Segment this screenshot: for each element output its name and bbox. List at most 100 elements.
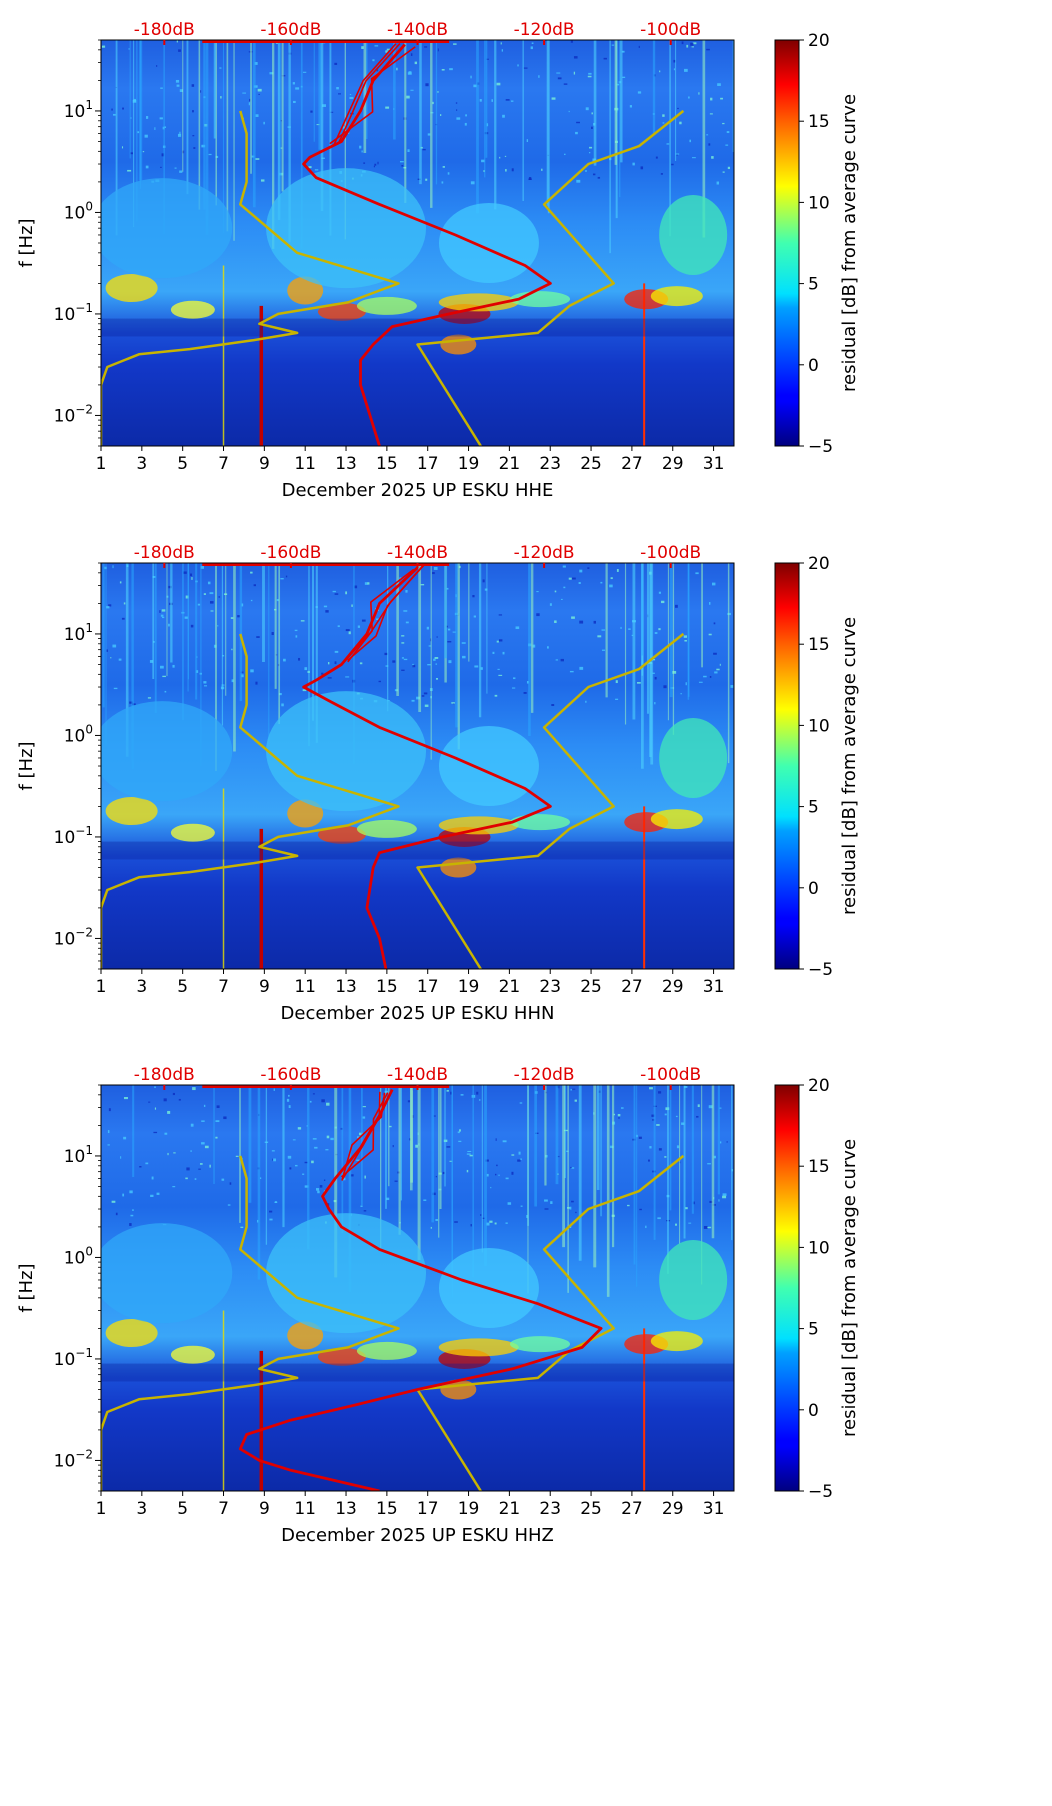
noise-speck	[403, 658, 408, 661]
noise-speck	[447, 172, 450, 175]
noise-speck	[249, 98, 251, 102]
noise-speck	[713, 1155, 717, 1159]
noise-speck	[308, 166, 312, 169]
noise-speck	[661, 600, 665, 604]
energy-blob	[510, 814, 571, 831]
noise-speck	[560, 598, 563, 600]
noise-speck	[229, 1182, 232, 1185]
noise-speck	[433, 658, 436, 661]
noise-speck	[647, 1159, 650, 1162]
noise-speck	[260, 179, 265, 182]
noise-speck	[620, 626, 622, 629]
colorbar-tick-label: −5	[808, 960, 833, 980]
noise-speck	[703, 675, 707, 678]
noise-speck	[447, 628, 451, 631]
noise-speck	[360, 1205, 363, 1207]
noise-speck	[637, 91, 642, 94]
noise-speck	[160, 665, 164, 669]
noise-speck	[428, 645, 432, 647]
noise-speck	[675, 153, 680, 155]
noise-speck	[203, 593, 206, 595]
noise-speck	[572, 577, 576, 580]
noise-speck	[551, 97, 556, 100]
average-curve-spread	[332, 43, 397, 147]
x-tick-label: 5	[177, 977, 188, 997]
noise-speck	[627, 1204, 630, 1207]
noise-speck	[486, 123, 489, 127]
noise-speck	[209, 592, 214, 595]
noise-speck	[130, 117, 132, 119]
noise-speck	[128, 48, 130, 50]
noise-speck	[575, 1211, 577, 1214]
noise-speck	[359, 662, 363, 665]
noise-speck	[654, 702, 656, 705]
noise-speck	[703, 1225, 708, 1229]
noise-speck	[591, 126, 593, 129]
noise-speck	[191, 84, 195, 87]
noise-speck	[242, 92, 247, 94]
noise-speck	[142, 151, 145, 153]
noise-speck	[362, 1106, 366, 1108]
noise-speck	[517, 1159, 521, 1162]
noise-speck	[569, 1206, 572, 1210]
y-tick-label: 101	[64, 98, 93, 122]
noise-speck	[711, 582, 716, 586]
noise-speck	[190, 1123, 194, 1127]
noise-speck	[327, 677, 332, 679]
noise-speck	[322, 104, 326, 107]
x-tick-label: 13	[335, 977, 357, 997]
energy-blob	[650, 809, 703, 830]
db-tick-label: -180dB	[134, 1065, 195, 1085]
noise-speck	[672, 670, 677, 674]
noise-speck	[285, 575, 288, 578]
noise-speck	[231, 679, 234, 683]
noise-speck	[664, 1113, 667, 1116]
x-tick-label: 17	[417, 977, 439, 997]
noise-speck	[708, 143, 711, 146]
noise-speck	[666, 143, 670, 145]
noise-speck	[480, 1214, 482, 1216]
noise-speck	[673, 59, 676, 63]
noise-speck	[401, 657, 404, 659]
noise-speck	[107, 1130, 110, 1134]
noise-speck	[122, 1193, 125, 1197]
noise-speck	[505, 1222, 508, 1224]
noise-speck	[350, 1174, 354, 1177]
x-tick-label: 17	[417, 1499, 439, 1519]
noise-speck	[556, 72, 561, 74]
noise-speck	[473, 84, 477, 88]
noise-speck	[720, 97, 723, 100]
noise-speck	[684, 1086, 688, 1088]
energy-blob	[438, 816, 519, 835]
noise-speck	[585, 107, 589, 111]
noise-speck	[689, 139, 691, 143]
noise-speck	[139, 1166, 142, 1168]
y-tick-label: 10−2	[54, 402, 93, 426]
noise-speck	[616, 83, 620, 86]
colorbar-tick-label: 15	[808, 112, 830, 132]
noise-speck	[295, 87, 300, 90]
noise-speck	[345, 591, 348, 595]
noise-speck	[184, 616, 188, 619]
noise-speck	[676, 153, 678, 156]
noise-speck	[209, 1164, 211, 1168]
noise-speck	[498, 614, 503, 616]
colorbar-tick-label: 20	[808, 1076, 830, 1096]
noise-speck	[714, 671, 718, 674]
noise-speck	[528, 178, 532, 180]
x-tick-label: 19	[458, 1499, 480, 1519]
noise-speck	[638, 45, 640, 48]
noise-speck	[462, 655, 466, 659]
noise-speck	[118, 658, 122, 661]
noise-speck	[718, 1199, 720, 1202]
noise-speck	[719, 1107, 722, 1109]
noise-speck	[479, 99, 482, 102]
noise-speck	[435, 1175, 438, 1178]
noise-speck	[652, 672, 655, 674]
noise-speck	[106, 649, 108, 652]
noise-speck	[615, 698, 619, 700]
noise-speck	[272, 1158, 274, 1161]
noise-speck	[716, 668, 720, 671]
x-tick-label: 11	[294, 1499, 316, 1519]
